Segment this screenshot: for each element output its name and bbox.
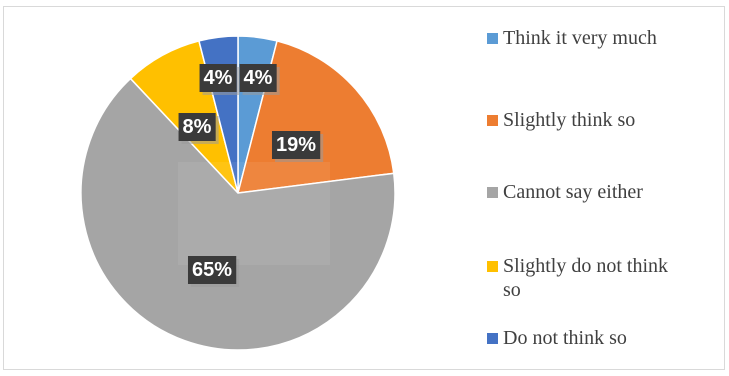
pie-data-labels: 4% 19% 65% 8% 4% [178,64,324,287]
legend-label: Do not think so [503,327,627,349]
data-label-background [239,64,277,92]
data-label: 4% [199,64,240,95]
legend-swatch [487,333,498,344]
data-label: 4% [239,64,280,95]
legend-label: Slightly think so [503,109,636,131]
legend-item-think-it-very-much: Think it very much [487,26,718,50]
legend-swatch [487,187,498,198]
legend-label: Think it very much [503,27,657,49]
legend-item-slightly-think-so: Slightly think so [487,108,718,132]
data-label-text: 8% [183,116,212,138]
legend-item-cannot-say-either: Cannot say either [487,180,718,204]
legend-swatch [487,33,498,44]
legend-swatch [487,261,498,272]
plot-area-overlay [178,162,330,265]
data-label-background [178,113,216,141]
data-label: 8% [178,113,219,144]
data-label-text: 4% [244,67,273,89]
data-label: 65% [187,256,240,287]
data-label-text: 65% [192,259,232,281]
pie-slice-cannot-say-either [80,77,396,351]
data-label-text: 4% [204,67,233,89]
data-label-background [187,256,237,284]
legend-label: Slightly do not think so [503,255,669,301]
legend-item-do-not-think-so: Do not think so [487,326,718,350]
data-label: 19% [271,131,324,162]
legend-label: Cannot say either [503,181,643,203]
data-label-text: 19% [276,134,316,156]
data-label-background [271,131,321,159]
data-label-background [199,64,237,92]
legend-swatch [487,115,498,126]
legend-item-slightly-do-not-think-so: Slightly do not think so [487,254,678,302]
